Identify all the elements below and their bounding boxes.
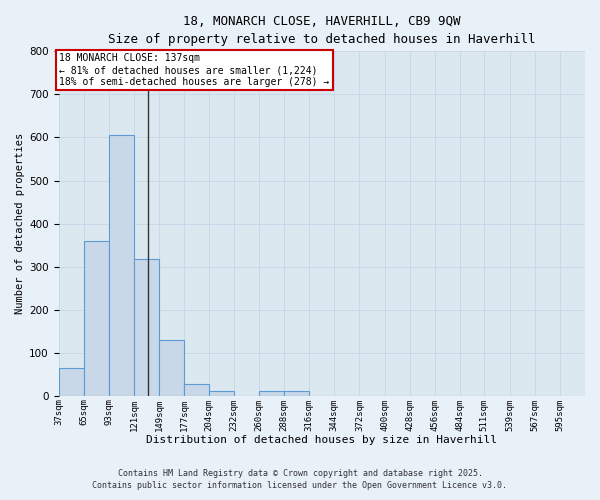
X-axis label: Distribution of detached houses by size in Haverhill: Distribution of detached houses by size … <box>146 435 497 445</box>
Bar <box>134 259 159 396</box>
Bar <box>83 241 109 396</box>
Bar <box>284 392 309 396</box>
Title: 18, MONARCH CLOSE, HAVERHILL, CB9 9QW
Size of property relative to detached hous: 18, MONARCH CLOSE, HAVERHILL, CB9 9QW Si… <box>108 15 536 46</box>
Y-axis label: Number of detached properties: Number of detached properties <box>15 133 25 314</box>
Bar <box>59 368 83 396</box>
Bar <box>209 392 234 396</box>
Text: Contains HM Land Registry data © Crown copyright and database right 2025.
Contai: Contains HM Land Registry data © Crown c… <box>92 469 508 490</box>
Bar <box>259 392 284 396</box>
Bar <box>109 136 134 396</box>
Text: 18 MONARCH CLOSE: 137sqm
← 81% of detached houses are smaller (1,224)
18% of sem: 18 MONARCH CLOSE: 137sqm ← 81% of detach… <box>59 54 329 86</box>
Bar <box>184 384 209 396</box>
Bar <box>159 340 184 396</box>
